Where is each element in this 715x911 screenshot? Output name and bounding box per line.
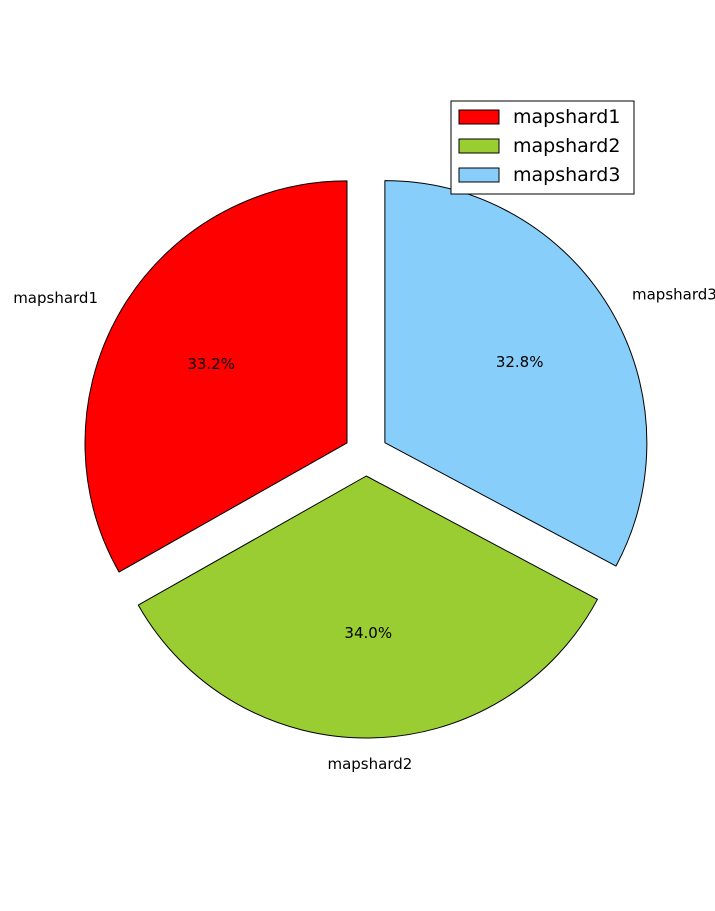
pie-category-label-mapshard1: mapshard1 <box>13 289 98 307</box>
legend-label-mapshard1: mapshard1 <box>513 106 620 128</box>
labels-layer: 33.2% mapshard1 34.0% mapshard2 32.8% mapshar… <box>13 285 715 773</box>
pie-slice-mapshard2 <box>137 475 598 739</box>
legend-label-mapshard2: mapshard2 <box>513 135 620 157</box>
slices-layer <box>84 180 648 739</box>
legend-swatch-mapshard2 <box>458 138 500 154</box>
pie-pct-label-mapshard2: 34.0% <box>344 624 392 642</box>
legend-swatch-mapshard3 <box>458 167 500 183</box>
pie-slice-mapshard1 <box>84 180 348 573</box>
pie-pct-label-mapshard3: 32.8% <box>496 353 544 371</box>
legend-swatch-mapshard1 <box>458 109 500 125</box>
pie-category-label-mapshard3: mapshard3 <box>632 285 715 303</box>
legend: mapshard1 mapshard2 mapshard3 <box>450 100 635 195</box>
legend-label-mapshard3: mapshard3 <box>513 164 620 186</box>
pie-category-label-mapshard2: mapshard2 <box>327 755 412 773</box>
pie-pct-label-mapshard1: 33.2% <box>187 355 235 373</box>
